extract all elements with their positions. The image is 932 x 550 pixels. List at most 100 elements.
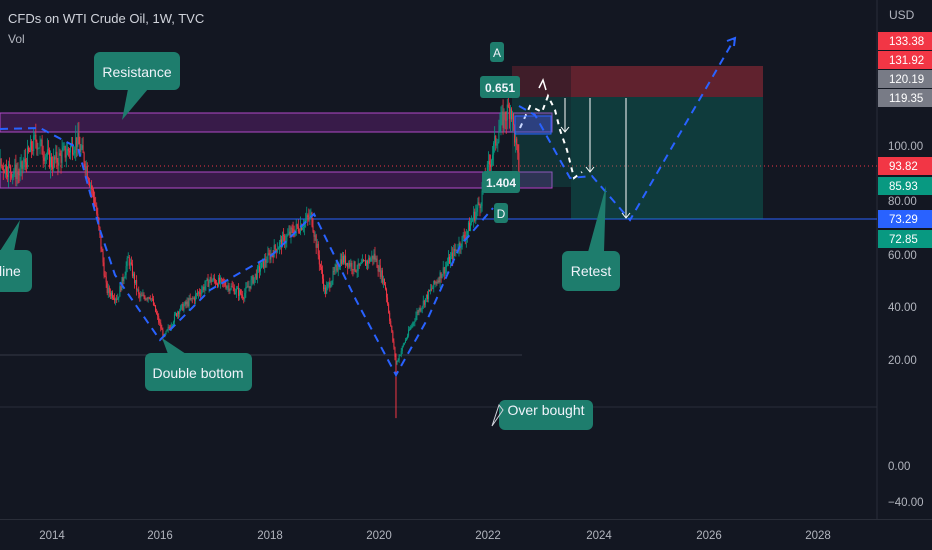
candle-body xyxy=(436,282,438,283)
position-stop-zone[interactable] xyxy=(571,66,763,97)
candle-body xyxy=(361,260,363,264)
candle-body xyxy=(398,355,400,361)
candle-body xyxy=(92,188,94,190)
fib-ratio-top-badge[interactable] xyxy=(480,76,520,98)
fib-ratio-bottom-badge[interactable] xyxy=(482,171,520,193)
candle-body xyxy=(351,262,353,270)
price-labels[interactable]: 133.38 131.92 120.19 119.35 93.82 85.93 … xyxy=(878,32,932,248)
candle-body xyxy=(372,255,374,260)
candle-body xyxy=(231,286,233,287)
currency-label[interactable]: USD xyxy=(889,8,915,22)
candle-body xyxy=(350,262,352,267)
candle-body xyxy=(87,178,89,182)
candle-body xyxy=(424,298,426,305)
candle-body xyxy=(279,239,281,243)
candle-body xyxy=(155,305,157,312)
candle-body xyxy=(197,293,199,295)
price-scale[interactable]: 100.00 80.00 60.00 40.00 20.00 0.00 −40.… xyxy=(888,141,924,509)
candle-body xyxy=(265,259,267,263)
candle-body xyxy=(336,264,338,271)
candle-body xyxy=(341,256,343,264)
candle-body xyxy=(17,172,19,175)
candle-body xyxy=(85,166,87,171)
line-callout[interactable]: line xyxy=(0,220,32,292)
candle-body xyxy=(10,165,12,173)
candle-body xyxy=(328,282,330,285)
candle-body xyxy=(515,138,517,143)
candle-body xyxy=(110,292,112,296)
candle-body xyxy=(467,222,469,232)
price-label: 93.82 xyxy=(889,161,918,173)
candle-body xyxy=(437,280,439,283)
time-scale[interactable]: 2014 2016 2018 2020 2022 2024 2026 2028 xyxy=(39,530,831,542)
candle-body xyxy=(209,277,211,282)
candle-body xyxy=(219,277,221,283)
candle-body xyxy=(39,141,41,148)
candle-body xyxy=(258,266,260,272)
candle-body xyxy=(512,113,514,120)
volume-label: Vol xyxy=(8,32,25,46)
candle-body xyxy=(478,202,480,205)
candle-body xyxy=(220,278,222,283)
candle-body xyxy=(314,235,316,237)
candle-body xyxy=(218,277,220,287)
candle-body xyxy=(18,174,20,176)
candle-body xyxy=(153,305,155,306)
retest-callout[interactable]: Retest xyxy=(562,186,620,291)
candle-body xyxy=(405,338,407,340)
candle-body xyxy=(101,248,103,252)
double-bottom-callout[interactable]: Double bottom xyxy=(145,338,252,391)
candle-body xyxy=(177,311,179,317)
candle-body xyxy=(446,263,448,266)
candle-body xyxy=(233,287,235,294)
projected-path xyxy=(519,93,583,180)
candle-body xyxy=(93,189,95,198)
candle-body xyxy=(193,297,195,301)
candle-body xyxy=(378,265,380,272)
candle-body xyxy=(306,215,308,220)
candle-body xyxy=(96,206,98,214)
candle-body xyxy=(286,235,288,242)
candle-body xyxy=(192,297,194,299)
candle-body xyxy=(230,286,232,290)
over-bought-callout[interactable]: Over bought xyxy=(491,400,593,430)
candle-body xyxy=(14,164,16,173)
candle-body xyxy=(140,295,142,298)
candle-body xyxy=(79,144,81,152)
candle-body xyxy=(479,204,481,209)
candle-body xyxy=(299,224,301,233)
point-d-badge[interactable] xyxy=(494,203,508,223)
candle-body xyxy=(189,298,191,300)
candle-body xyxy=(492,154,494,161)
support-zone[interactable] xyxy=(0,171,553,189)
candle-body xyxy=(166,329,168,332)
resistance-zone[interactable] xyxy=(0,112,553,133)
candle-body xyxy=(25,162,27,168)
candle-body xyxy=(447,256,449,264)
candle-body xyxy=(318,255,320,265)
candle-body xyxy=(505,119,507,121)
candle-body xyxy=(274,245,276,250)
candle-body xyxy=(305,219,307,222)
candle-body xyxy=(444,267,446,274)
candle-body xyxy=(501,111,503,115)
candle-body xyxy=(516,138,518,145)
candle-body xyxy=(41,139,43,155)
candle-body xyxy=(159,322,161,324)
candle-body xyxy=(142,294,144,296)
time-tick: 2022 xyxy=(475,530,501,542)
point-a-badge[interactable] xyxy=(490,42,504,62)
candle-body xyxy=(124,274,126,279)
candle-body xyxy=(423,300,425,305)
candle-body xyxy=(370,258,372,262)
candle-body xyxy=(353,261,355,271)
candle-body xyxy=(80,148,82,152)
candle-body xyxy=(205,280,207,286)
candle-body xyxy=(59,153,61,155)
resistance-callout[interactable]: Resistance xyxy=(94,52,180,120)
position-target-zone[interactable] xyxy=(571,97,763,219)
candle-body xyxy=(52,166,54,170)
candle-body xyxy=(432,287,434,289)
price-label-box xyxy=(878,32,932,50)
